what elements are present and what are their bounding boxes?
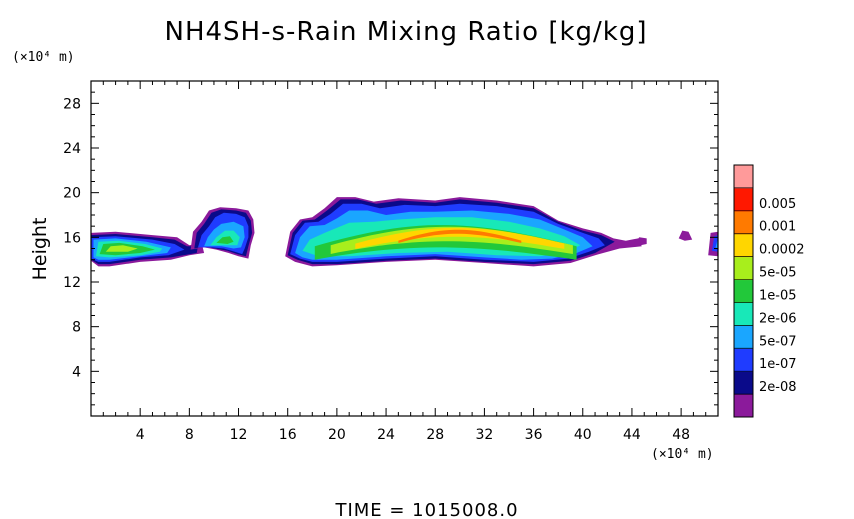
- colorbar-swatch: [734, 210, 753, 235]
- colorbar-swatch: [734, 187, 753, 212]
- contour-band: [715, 238, 718, 249]
- colorbar-swatch: [734, 371, 753, 395]
- contour-field: [91, 197, 718, 267]
- colorbar-label: 5e-07: [759, 334, 797, 349]
- contour-band: [216, 236, 234, 244]
- x-tick-label: 32: [475, 427, 493, 443]
- x-tick-label: 4: [136, 427, 145, 443]
- colorbar-label: 0.005: [759, 197, 796, 212]
- colorbar-swatch: [734, 279, 753, 303]
- colorbar-frame: [733, 164, 754, 418]
- y-tick-label: 12: [63, 275, 81, 291]
- colorbar-swatch: [734, 302, 753, 326]
- x-tick-label: 12: [230, 427, 248, 443]
- chart-title: NH4SH-s-Rain Mixing Ratio [kg/kg]: [165, 17, 648, 47]
- x-tick-label: 44: [623, 427, 641, 443]
- y-tick-label: 28: [63, 96, 81, 112]
- colorbar-swatch: [734, 233, 753, 258]
- colorbar-label: 2e-06: [759, 311, 797, 326]
- colorbar-swatch: [734, 394, 753, 418]
- x-tick-label: 24: [377, 427, 395, 443]
- x-tick-label: 40: [574, 427, 592, 443]
- y-tick-labels: 4 8 12 16 20 24 28: [63, 96, 81, 380]
- y-axis-unit: (×10⁴ m): [12, 50, 75, 65]
- x-tick-label: 48: [672, 427, 690, 443]
- x-tick-label: 20: [328, 427, 346, 443]
- colorbar-swatch: [734, 256, 753, 281]
- x-tick-label: 8: [185, 427, 194, 443]
- contour-band: [105, 245, 138, 252]
- contour-band: [678, 230, 693, 241]
- y-tick-label: 24: [63, 141, 81, 157]
- colorbar-label: 0.001: [759, 220, 796, 235]
- y-tick-label: 4: [72, 364, 81, 380]
- contour-band: [355, 227, 565, 249]
- y-tick-label: 8: [72, 320, 81, 336]
- colorbar-label: 1e-07: [759, 357, 797, 372]
- colorbar: 0.005 0.001 0.0002 5e-05 1e-05 2e-06 5e-07 1e-0…: [733, 164, 805, 418]
- y-tick-label: 20: [63, 186, 81, 202]
- x-axis-unit: (×10⁴ m): [651, 447, 714, 462]
- x-tick-label: 16: [279, 427, 297, 443]
- contour-band: [634, 237, 647, 246]
- colorbar-label: 5e-05: [759, 266, 797, 281]
- x-tick-labels: 4 8 12 16 20 24 28 32 36 40 44 48: [136, 427, 690, 443]
- y-axis-label: Height: [29, 218, 51, 281]
- colorbar-label: 0.0002: [759, 243, 805, 258]
- x-tick-label: 36: [525, 427, 543, 443]
- contour-band: [398, 229, 522, 243]
- colorbar-swatch: [734, 348, 753, 372]
- colorbar-label: 1e-05: [759, 288, 797, 303]
- time-footer: TIME = 1015008.0: [334, 500, 518, 519]
- colorbar-swatch: [734, 165, 753, 189]
- y-tick-label: 16: [63, 230, 81, 246]
- axis-ticks: [91, 81, 718, 416]
- x-tick-label: 28: [426, 427, 444, 443]
- colorbar-label: 2e-08: [759, 380, 797, 395]
- colorbar-swatch: [734, 325, 753, 349]
